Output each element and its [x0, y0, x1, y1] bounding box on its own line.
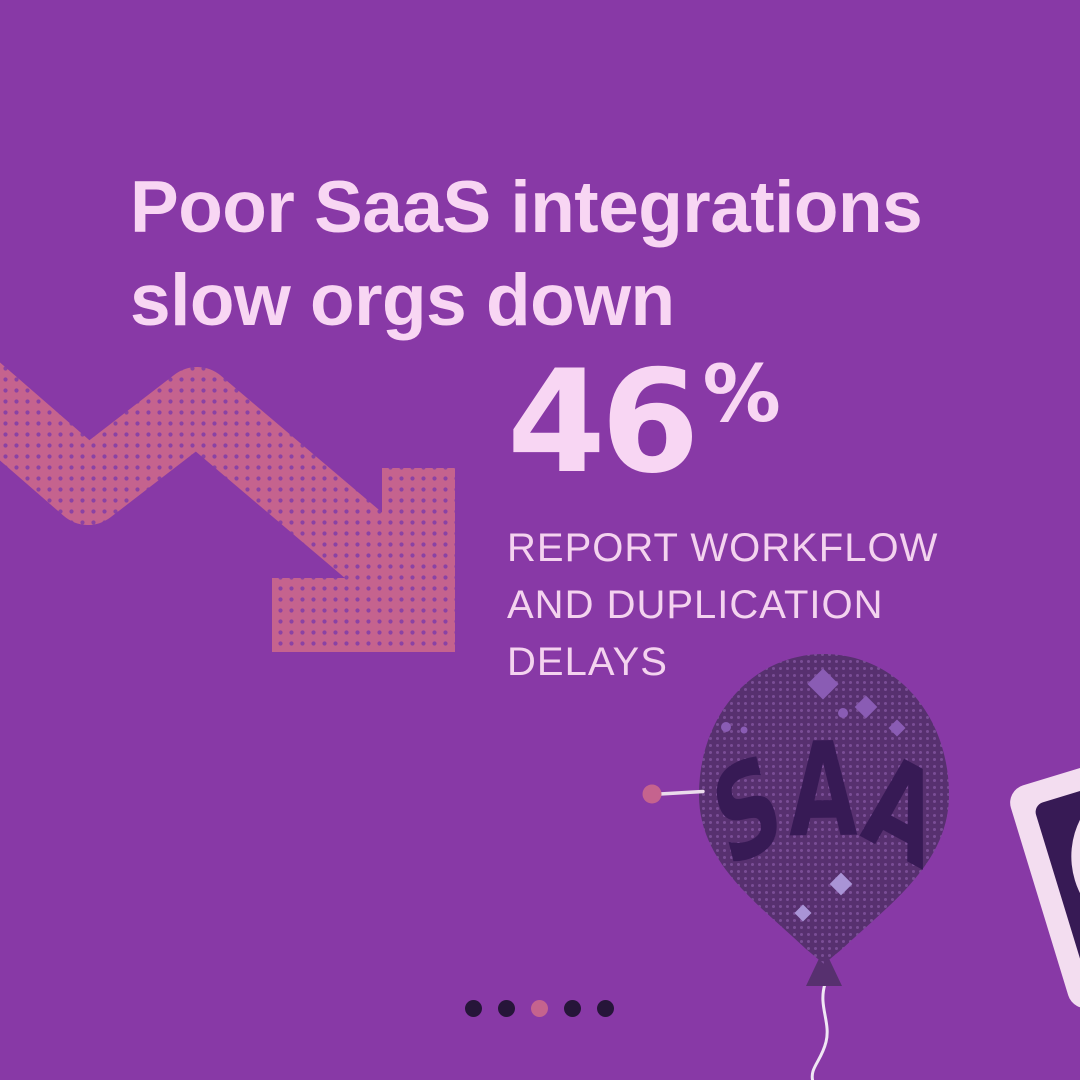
stat-block: 46 % REPORT WORKFLOW AND DUPLICATION DEL…: [507, 352, 987, 691]
balloon-label: SAAS: [91, 0, 951, 900]
carousel-dot[interactable]: [531, 1000, 548, 1017]
dollar-bill-icon: [1010, 689, 1080, 1009]
carousel-dot[interactable]: [564, 1000, 581, 1017]
balloon-string-line: [810, 983, 829, 1080]
stat-description-line-3: DELAYS: [507, 640, 668, 684]
stat-description-line-1: REPORT WORKFLOW: [507, 526, 939, 570]
stat-description: REPORT WORKFLOW AND DUPLICATION DELAYS: [507, 520, 987, 691]
pin-icon: [642, 784, 705, 804]
carousel-pagination: [465, 1000, 614, 1017]
stat-value: 46: [507, 340, 700, 505]
carousel-dot[interactable]: [465, 1000, 482, 1017]
page-title: Poor SaaS integrations slow orgs down: [130, 161, 990, 347]
headline-line-1: Poor SaaS integrations: [130, 166, 923, 248]
stat-number: 46 %: [507, 352, 987, 494]
headline-line-2: slow orgs down: [130, 259, 675, 341]
carousel-dot[interactable]: [597, 1000, 614, 1017]
balloon-knot: [806, 948, 842, 986]
carousel-dot[interactable]: [498, 1000, 515, 1017]
stat-description-line-2: AND DUPLICATION: [507, 583, 884, 627]
svg-text:SAAS: SAAS: [91, 0, 952, 900]
balloon-icon: SAAS: [91, 0, 952, 964]
stat-percent-sign: %: [702, 350, 781, 440]
